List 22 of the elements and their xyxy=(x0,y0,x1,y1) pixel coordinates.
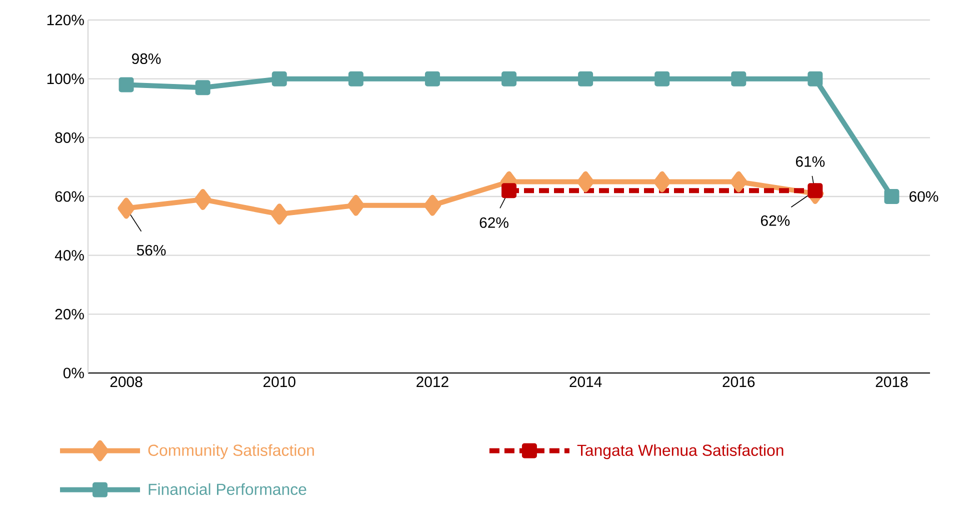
x-tick-label: 2010 xyxy=(263,376,296,388)
y-tick-label: 40% xyxy=(54,250,84,261)
y-tick-label: 60% xyxy=(55,191,84,202)
x-tick-label: 2018 xyxy=(876,376,908,388)
annotation: 56% xyxy=(136,244,166,256)
y-tick-label: 80% xyxy=(55,132,84,143)
y-tick-label: 20% xyxy=(55,308,84,320)
y-tick-label: 100% xyxy=(47,74,84,84)
annotation: 61% xyxy=(796,156,825,167)
x-tick-label: 2016 xyxy=(722,376,755,388)
x-tick-label: 2014 xyxy=(570,376,602,388)
x-tick-label: 2008 xyxy=(110,376,142,388)
annotation: 62% xyxy=(480,217,508,228)
text: Community Satisfaction xyxy=(148,444,314,460)
x-tick-label: 2012 xyxy=(416,376,448,388)
text: Tangata Whenua Satisfaction xyxy=(577,444,784,460)
text: Financial Performance xyxy=(148,483,306,495)
y-tick-label: 0% xyxy=(63,368,84,378)
annotation: 62% xyxy=(761,215,790,226)
annotation: 60% xyxy=(910,191,938,202)
annotation: 98% xyxy=(132,53,161,64)
y-tick-label: 120% xyxy=(47,14,84,26)
